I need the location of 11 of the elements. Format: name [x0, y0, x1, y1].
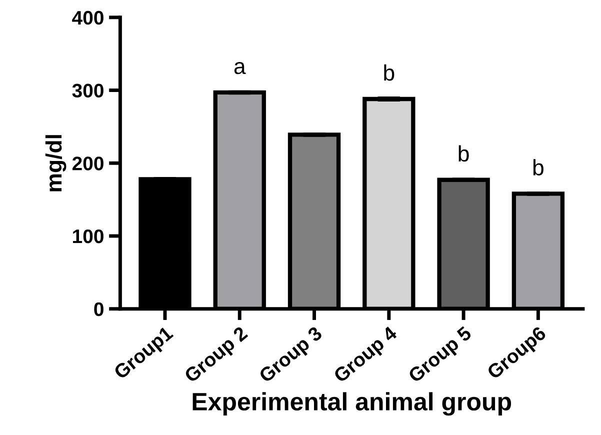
y-axis-title: mg/dl: [45, 135, 66, 192]
y-tick-label: 0: [94, 302, 104, 316]
annotation: a: [234, 62, 246, 74]
y-tick-label: 100: [73, 229, 104, 244]
annotation: b: [384, 64, 394, 81]
annotation: b: [533, 159, 544, 176]
y-tick-label: 200: [72, 156, 104, 170]
x-axis-title: Experimental animal group: [192, 392, 512, 416]
annotation: b: [458, 145, 469, 162]
y-tick-label: 400: [72, 10, 104, 25]
y-tick-label: 300: [72, 84, 104, 98]
